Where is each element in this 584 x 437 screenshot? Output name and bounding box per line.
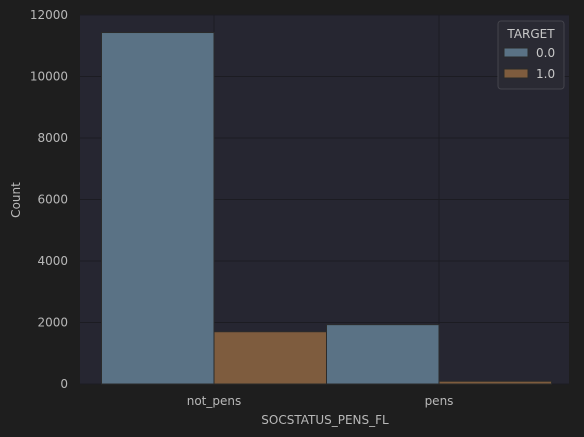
legend-label-0: 0.0: [536, 46, 555, 60]
y-tick-label: 12000: [30, 8, 68, 22]
legend-swatch-0: [503, 47, 529, 58]
bar-not_pens-1.0: [213, 331, 327, 385]
x-axis-label: SOCSTATUS_PENS_FL: [261, 413, 389, 427]
y-tick-label: 2000: [37, 316, 68, 330]
y-axis-ticks: 0 2000 4000 6000 8000 10000 12000: [30, 8, 68, 391]
bar-pens-1.0: [438, 380, 552, 385]
legend-swatch-1: [503, 68, 529, 79]
bar-pens-0.0: [326, 324, 440, 385]
x-axis-ticks: not_pens pens: [187, 394, 454, 408]
y-axis-label: Count: [9, 182, 23, 218]
bars: [101, 32, 552, 385]
y-tick-label: 10000: [30, 70, 68, 84]
legend-label-1: 1.0: [536, 67, 555, 81]
bar-not_pens-0.0: [101, 32, 215, 385]
y-tick-label: 6000: [37, 193, 68, 207]
legend-title: TARGET: [506, 27, 555, 41]
x-tick-label: not_pens: [187, 394, 242, 408]
y-tick-label: 0: [60, 377, 68, 391]
y-tick-label: 8000: [37, 131, 68, 145]
y-tick-label: 4000: [37, 254, 68, 268]
x-tick-label: pens: [425, 394, 454, 408]
legend: TARGET 0.0 1.0: [497, 20, 565, 90]
